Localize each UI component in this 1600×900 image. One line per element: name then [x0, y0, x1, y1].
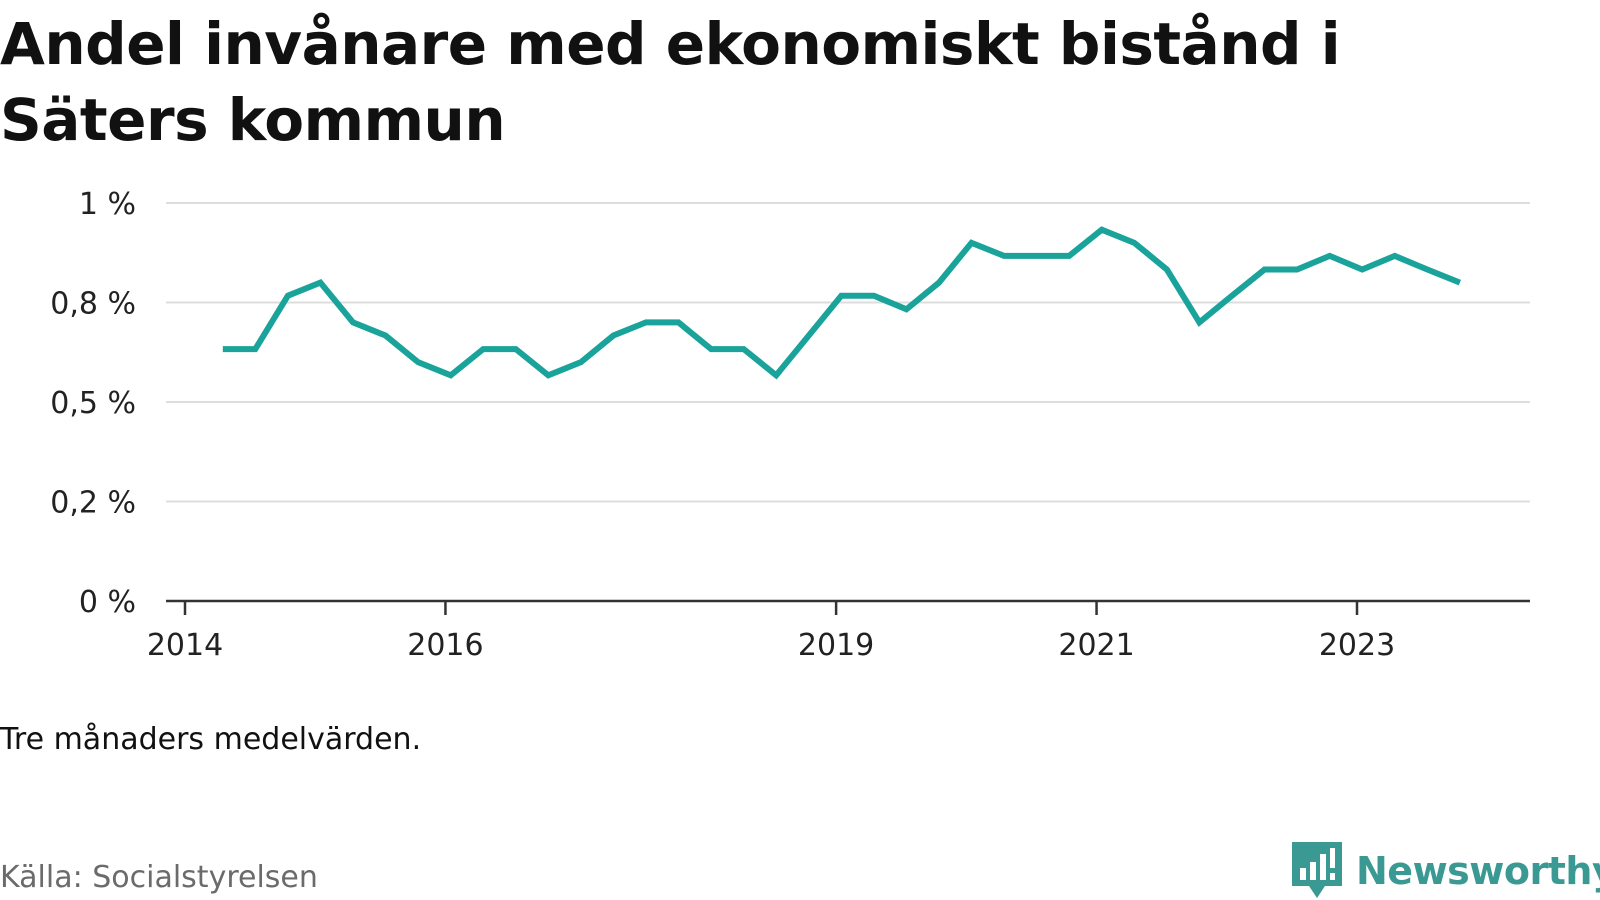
- chart-title: Andel invånare med ekonomiskt bistånd i …: [0, 10, 1341, 154]
- x-tick-label: 2023: [1319, 628, 1395, 663]
- chart-note: Tre månaders medelvärden.: [0, 722, 422, 757]
- y-tick-label: 0,2 %: [50, 486, 136, 521]
- x-tick-label: 2014: [147, 628, 223, 663]
- series-layer: [222, 226, 1462, 380]
- x-tick-label: 2019: [798, 628, 874, 663]
- series-line: [222, 226, 1462, 380]
- y-tick-label: 0 %: [79, 585, 136, 620]
- x-axis-ticks: 2014 2016 2019 2021 2023: [147, 601, 1395, 663]
- y-tick-label: 0,5 %: [50, 386, 136, 421]
- y-tick-label: 0,8 %: [50, 287, 136, 322]
- brand-name: Newsworthy: [1356, 849, 1600, 893]
- x-tick-label: 2021: [1058, 628, 1134, 663]
- grid-lines: [166, 202, 1530, 503]
- y-tick-label: 1 %: [79, 187, 136, 222]
- y-axis-ticks: 0 % 0,2 % 0,5 % 0,8 % 1 %: [50, 187, 136, 620]
- x-tick-label: 2016: [407, 628, 483, 663]
- source-label: Källa: Socialstyrelsen: [0, 860, 318, 895]
- newsworthy-logo-icon: [1292, 842, 1342, 898]
- line-chart: 0 %0,2 %0,5 %0,8 %1 % 2014 2016 2019 2021 20…: [50, 187, 1530, 663]
- newsworthy-logo: Newsworthy: [1292, 842, 1600, 900]
